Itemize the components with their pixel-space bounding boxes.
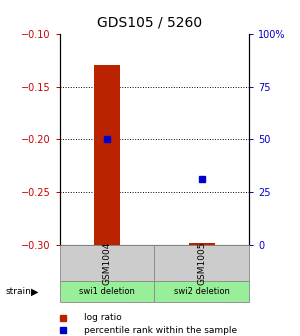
- Text: GSM1005: GSM1005: [197, 241, 206, 285]
- Text: strain: strain: [6, 287, 32, 296]
- Text: log ratio: log ratio: [84, 313, 122, 322]
- Text: swi1 deletion: swi1 deletion: [79, 287, 135, 296]
- Bar: [94, 65, 121, 245]
- Text: percentile rank within the sample: percentile rank within the sample: [84, 326, 237, 335]
- Text: GSM1004: GSM1004: [103, 241, 112, 285]
- Bar: [188, 243, 215, 245]
- Text: ▶: ▶: [31, 287, 38, 296]
- Text: swi2 deletion: swi2 deletion: [174, 287, 230, 296]
- Text: GDS105 / 5260: GDS105 / 5260: [98, 15, 202, 29]
